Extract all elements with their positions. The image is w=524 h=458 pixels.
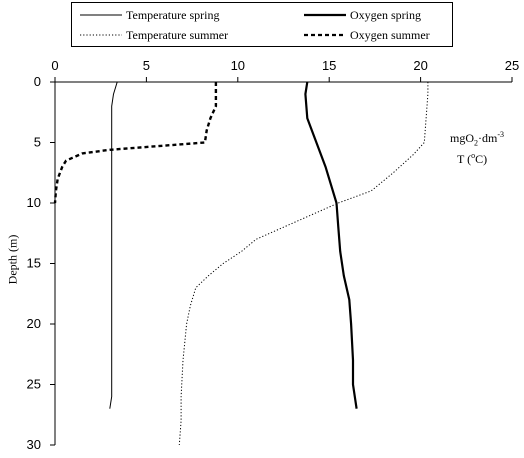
legend-item-temperature-summer: Temperature summer <box>78 25 228 45</box>
legend-label: Temperature summer <box>126 27 229 42</box>
y-tick-label: 20 <box>27 316 41 331</box>
temperature-unit-degree: o <box>471 151 476 160</box>
legend-label: Temperature spring <box>126 7 220 22</box>
oxygen-unit-mid: ·dm <box>478 131 498 145</box>
legend-swatch-thin-solid <box>80 14 122 16</box>
oxygen-unit-text: mgO <box>450 131 474 145</box>
x-tick-label: 20 <box>413 58 427 73</box>
series-line-temperature-spring <box>109 81 118 409</box>
y-tick-label: 15 <box>27 256 41 271</box>
x-tick-label: 15 <box>322 58 336 73</box>
series-line-oxygen-summer <box>53 82 218 204</box>
legend-label: Oxygen spring <box>350 7 421 22</box>
legend-swatch-dotted <box>80 34 122 36</box>
temperature-unit-label: T (oC) <box>457 151 487 167</box>
x-tick-label: 10 <box>231 58 245 73</box>
y-tick-label: 25 <box>27 377 41 392</box>
temperature-unit-text: T ( <box>457 152 472 166</box>
legend-item-oxygen-summer: Oxygen summer <box>302 25 430 45</box>
series-line-oxygen-spring <box>304 81 358 409</box>
legend-swatch-thick-solid <box>304 13 346 17</box>
series-line-temperature-summer <box>178 82 429 446</box>
x-tick-label: 5 <box>143 58 150 73</box>
legend-item-temperature-spring: Temperature spring <box>78 5 219 25</box>
y-tick-label: 0 <box>34 74 41 89</box>
oxygen-unit-label: mgO2·dm-3 <box>450 130 504 147</box>
legend-item-oxygen-spring: Oxygen spring <box>302 5 421 25</box>
x-tick-label: 0 <box>51 58 58 73</box>
axes: 0 5 10 15 20 25 0 5 10 15 20 25 30 <box>27 58 520 452</box>
y-axis-label: Depth (m) <box>5 234 20 285</box>
series-layer <box>53 81 429 446</box>
y-tick-label: 5 <box>34 135 41 150</box>
oxygen-unit-subscript: 2 <box>474 138 478 148</box>
oxygen-unit-superscript: -3 <box>497 130 505 139</box>
legend-label: Oxygen summer <box>350 27 430 42</box>
legend-swatch-dashed <box>304 33 346 37</box>
legend: Temperature spring Oxygen spring Tempera… <box>71 2 453 47</box>
y-tick-label: 10 <box>27 195 41 210</box>
x-tick-label: 25 <box>505 58 519 73</box>
temperature-unit-end: C) <box>475 152 488 166</box>
y-tick-label: 30 <box>27 437 41 452</box>
